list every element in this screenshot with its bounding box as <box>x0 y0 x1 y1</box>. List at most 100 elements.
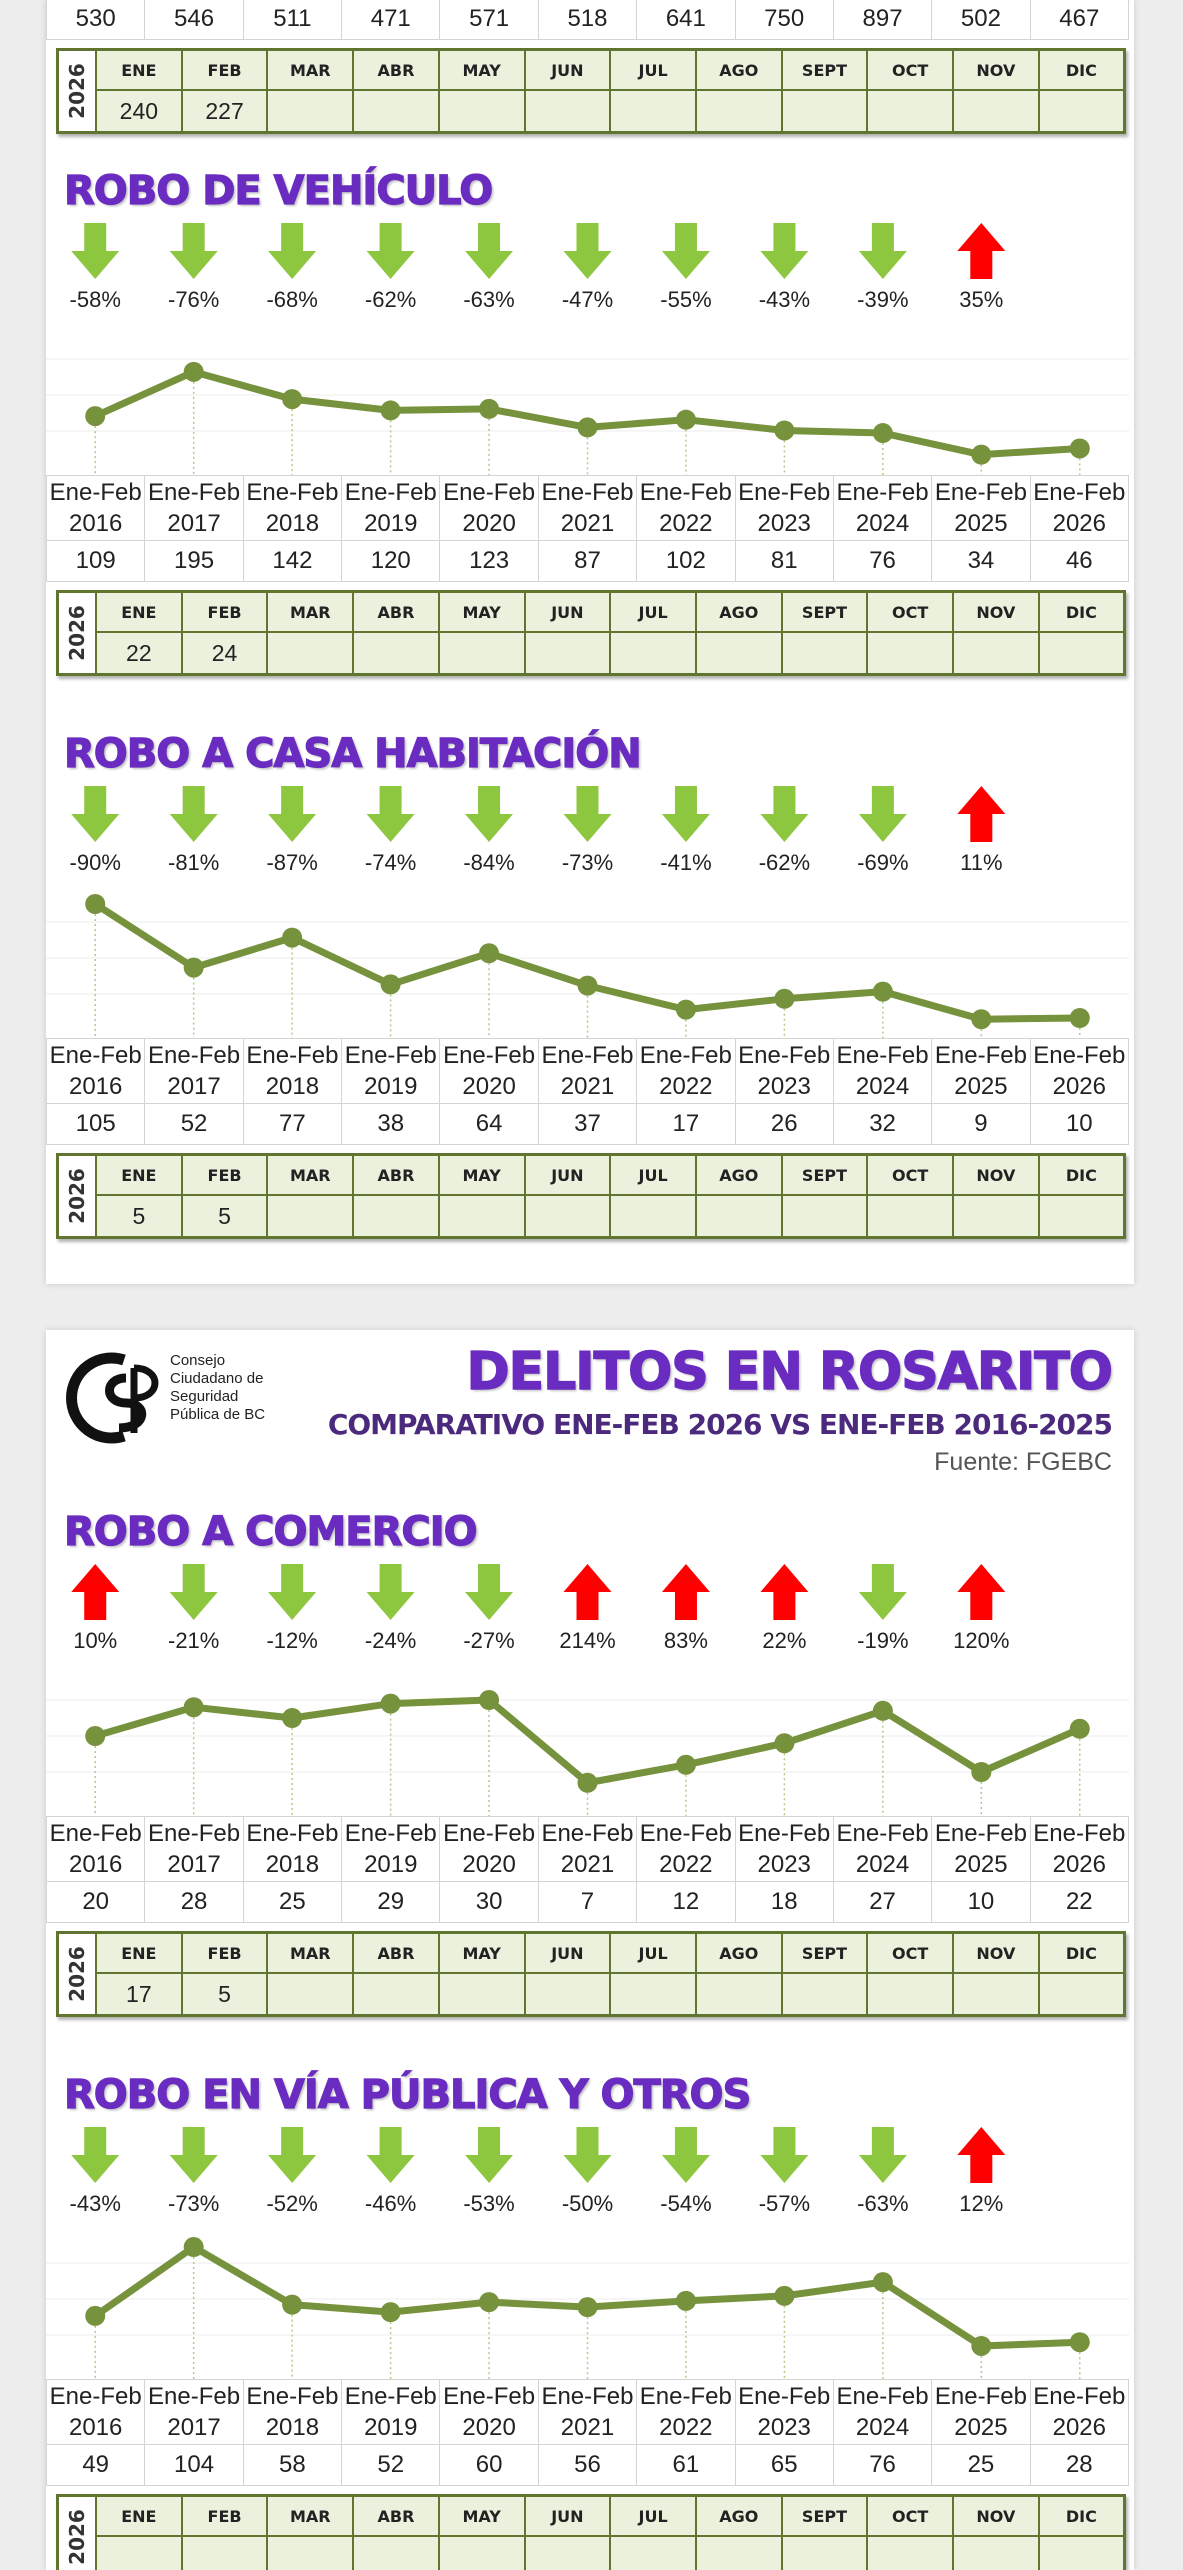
logo-text-line: Seguridad <box>170 1388 265 1406</box>
month-name: JUN <box>525 1155 611 1196</box>
month-value: 240 <box>96 90 182 133</box>
category-label: Ene-Feb 2025 <box>932 1817 1030 1882</box>
value-label: 52 <box>342 2445 440 2486</box>
month-empty <box>1039 1195 1125 1238</box>
value-label: 20 <box>47 1882 145 1923</box>
change-label: -54% <box>660 2191 711 2216</box>
month-value: 5 <box>182 1195 268 1238</box>
value-cell: 546 <box>145 0 243 40</box>
arrow-down <box>859 2127 907 2183</box>
line-chart <box>46 880 1134 1038</box>
month-name: SEPT <box>782 2496 868 2537</box>
month-name: SEPT <box>782 1933 868 1974</box>
month-empty <box>267 1195 353 1238</box>
category-label: Ene-Feb 2019 <box>342 476 440 541</box>
value-label: 27 <box>833 1882 931 1923</box>
category-label: Ene-Feb 2026 <box>1030 2380 1128 2445</box>
month-empty <box>610 2536 696 2570</box>
month-empty <box>439 90 525 133</box>
point <box>85 894 105 914</box>
month-name: DIC <box>1039 50 1125 91</box>
point <box>873 982 893 1002</box>
value-label: 61 <box>637 2445 735 2486</box>
change-label: -84% <box>463 850 514 875</box>
value-cell: 897 <box>833 0 931 40</box>
value-cell: 530 <box>47 0 145 40</box>
month-name: JUN <box>525 592 611 633</box>
month-name: MAY <box>439 1933 525 1974</box>
point <box>184 1697 204 1717</box>
header-source: Fuente: FGEBC <box>934 1448 1112 1477</box>
change-label: -90% <box>70 850 121 875</box>
month-empty <box>353 632 439 675</box>
change-label: 120% <box>953 1628 1009 1653</box>
month-name: ABR <box>353 1155 439 1196</box>
category-label: Ene-Feb 2024 <box>833 1817 931 1882</box>
month-value-row <box>58 2536 1125 2570</box>
category-label: Ene-Feb 2021 <box>538 2380 636 2445</box>
change-label: -62% <box>759 850 810 875</box>
month-empty <box>696 632 782 675</box>
category-label: Ene-Feb 2018 <box>243 476 341 541</box>
year-cell: 2026 <box>58 50 97 133</box>
category-label: Ene-Feb 2020 <box>440 1817 538 1882</box>
value-label: 87 <box>538 541 636 582</box>
change-label: -74% <box>365 850 416 875</box>
change-label: -43% <box>759 287 810 312</box>
arrow-down <box>367 2127 415 2183</box>
month-empty <box>353 90 439 133</box>
month-name: AGO <box>696 50 782 91</box>
change-label: -43% <box>70 2191 121 2216</box>
value-label: 37 <box>538 1104 636 1145</box>
month-name: MAY <box>439 50 525 91</box>
point <box>873 2272 893 2292</box>
category-label: Ene-Feb 2016 <box>47 1039 145 1104</box>
year-label: 2026 <box>65 1168 89 1224</box>
change-label: 214% <box>559 1628 615 1653</box>
category-label: Ene-Feb 2019 <box>342 1817 440 1882</box>
arrow-down <box>71 786 119 842</box>
month-empty <box>525 632 611 675</box>
point <box>85 2306 105 2326</box>
line-chart <box>46 317 1134 475</box>
value-label: 77 <box>243 1104 341 1145</box>
month-name: MAY <box>439 2496 525 2537</box>
year-cell: 2026 <box>58 1933 97 2016</box>
change-label: -39% <box>857 287 908 312</box>
month-empty <box>1039 2536 1125 2570</box>
value-label: 60 <box>440 2445 538 2486</box>
month-empty <box>353 2536 439 2570</box>
value-label: 9 <box>932 1104 1030 1145</box>
value-cell: 467 <box>1030 0 1128 40</box>
month-empty <box>867 1973 953 2016</box>
month-name: AGO <box>696 592 782 633</box>
arrow-up <box>564 1564 612 1620</box>
arrow-up <box>957 786 1005 842</box>
month-name: JUN <box>525 2496 611 2537</box>
point <box>1070 1719 1090 1739</box>
category-label: Ene-Feb 2026 <box>1030 1817 1128 1882</box>
value-label: 102 <box>637 541 735 582</box>
month-empty <box>610 90 696 133</box>
section-title: ROBO A COMERCIO <box>46 1488 1134 1558</box>
month-value: 24 <box>182 632 268 675</box>
value-label: 58 <box>243 2445 341 2486</box>
month-name: AGO <box>696 2496 782 2537</box>
value-label: 104 <box>145 2445 243 2486</box>
arrow-down <box>268 786 316 842</box>
arrow-down <box>367 1564 415 1620</box>
arrow-down <box>760 786 808 842</box>
arrow-up <box>760 1564 808 1620</box>
